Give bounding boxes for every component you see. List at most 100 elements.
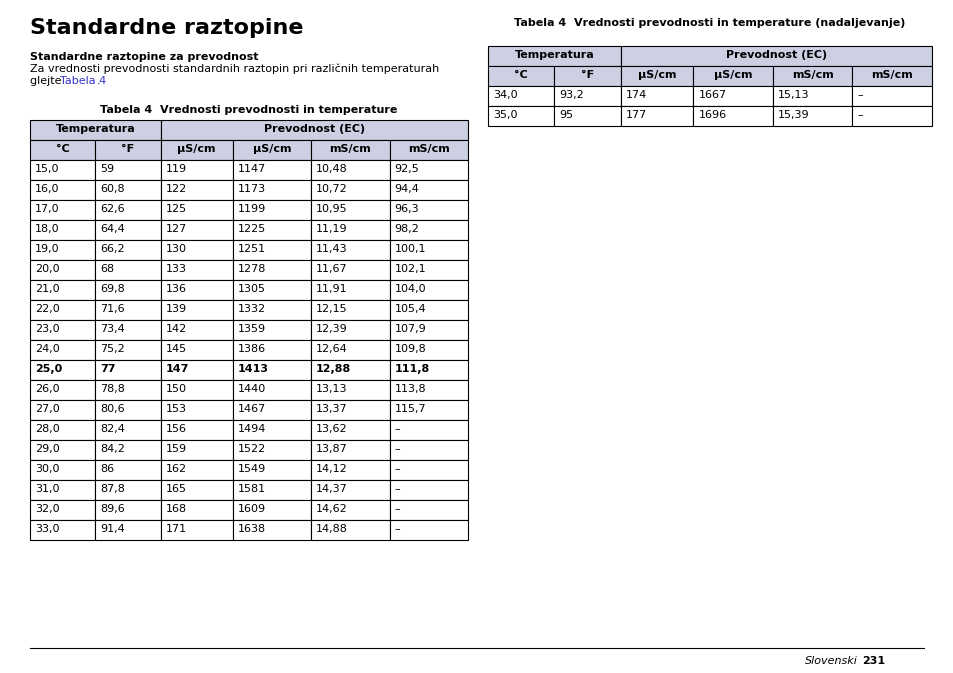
Text: Tabela 4: Tabela 4 (60, 76, 106, 86)
Text: 87,8: 87,8 (100, 484, 125, 494)
Bar (30, 360, 95, 380)
Text: 171: 171 (166, 524, 187, 534)
Text: 1549: 1549 (237, 464, 266, 474)
Bar (311, 420, 389, 440)
Text: 59: 59 (100, 164, 114, 174)
Text: 1359: 1359 (237, 324, 266, 334)
Bar (160, 380, 233, 400)
Text: 231: 231 (862, 656, 884, 666)
Text: 115,7: 115,7 (395, 404, 426, 414)
Bar (389, 180, 468, 200)
Bar (30, 400, 95, 420)
Text: Prevodnost (EC): Prevodnost (EC) (725, 50, 826, 60)
Bar (389, 520, 468, 540)
Text: mS/cm: mS/cm (791, 70, 833, 80)
Bar (772, 86, 852, 106)
Bar (488, 86, 554, 106)
Bar (311, 140, 389, 160)
Text: 1332: 1332 (237, 304, 266, 314)
Text: 94,4: 94,4 (395, 184, 419, 194)
Text: Prevodnost (EC): Prevodnost (EC) (264, 124, 365, 134)
Bar (233, 520, 311, 540)
Bar (488, 46, 619, 66)
Bar (233, 260, 311, 280)
Bar (311, 380, 389, 400)
Text: 1199: 1199 (237, 204, 266, 214)
Text: 145: 145 (166, 344, 187, 354)
Text: 1413: 1413 (237, 364, 269, 374)
Bar (311, 460, 389, 480)
Text: 92,5: 92,5 (395, 164, 419, 174)
Bar (772, 66, 852, 86)
Bar (233, 300, 311, 320)
Text: Tabela 4  Vrednosti prevodnosti in temperature: Tabela 4 Vrednosti prevodnosti in temper… (100, 105, 397, 115)
Text: 1696: 1696 (698, 110, 726, 120)
Bar (389, 220, 468, 240)
Text: 1467: 1467 (237, 404, 266, 414)
Text: 80,6: 80,6 (100, 404, 125, 414)
Bar (488, 66, 554, 86)
Bar (554, 86, 619, 106)
Text: °C: °C (56, 144, 70, 154)
Bar (311, 360, 389, 380)
Bar (772, 106, 852, 126)
Bar (30, 240, 95, 260)
Bar (95, 140, 160, 160)
Bar (233, 360, 311, 380)
Bar (160, 240, 233, 260)
Text: 14,88: 14,88 (315, 524, 348, 534)
Bar (30, 500, 95, 520)
Bar (619, 46, 931, 66)
Bar (233, 460, 311, 480)
Text: 159: 159 (166, 444, 187, 454)
Text: 17,0: 17,0 (35, 204, 59, 214)
Text: 60,8: 60,8 (100, 184, 125, 194)
Bar (233, 420, 311, 440)
Text: 133: 133 (166, 264, 187, 274)
Bar (311, 500, 389, 520)
Text: 13,62: 13,62 (315, 424, 347, 434)
Text: 18,0: 18,0 (35, 224, 59, 234)
Text: 89,6: 89,6 (100, 504, 125, 514)
Bar (160, 120, 468, 140)
Text: 125: 125 (166, 204, 187, 214)
Text: 1147: 1147 (237, 164, 266, 174)
Text: –: – (857, 110, 862, 120)
Text: 153: 153 (166, 404, 187, 414)
Bar (95, 380, 160, 400)
Bar (389, 440, 468, 460)
Text: –: – (395, 504, 399, 514)
Bar (233, 440, 311, 460)
Text: 73,4: 73,4 (100, 324, 125, 334)
Text: 13,87: 13,87 (315, 444, 348, 454)
Bar (95, 220, 160, 240)
Bar (95, 520, 160, 540)
Bar (30, 320, 95, 340)
Text: –: – (395, 524, 399, 534)
Bar (30, 380, 95, 400)
Bar (160, 480, 233, 500)
Bar (160, 280, 233, 300)
Text: °F: °F (121, 144, 134, 154)
Text: 78,8: 78,8 (100, 384, 125, 394)
Bar (160, 160, 233, 180)
Bar (389, 300, 468, 320)
Text: 113,8: 113,8 (395, 384, 426, 394)
Text: 1522: 1522 (237, 444, 266, 454)
Bar (554, 106, 619, 126)
Bar (30, 480, 95, 500)
Bar (311, 480, 389, 500)
Text: µS/cm: µS/cm (253, 144, 291, 154)
Text: 35,0: 35,0 (493, 110, 517, 120)
Text: 31,0: 31,0 (35, 484, 59, 494)
Bar (160, 460, 233, 480)
Text: 66,2: 66,2 (100, 244, 125, 254)
Text: 136: 136 (166, 284, 187, 294)
Text: 127: 127 (166, 224, 187, 234)
Text: 14,62: 14,62 (315, 504, 348, 514)
Bar (233, 140, 311, 160)
Text: 64,4: 64,4 (100, 224, 125, 234)
Text: 82,4: 82,4 (100, 424, 125, 434)
Text: µS/cm: µS/cm (713, 70, 752, 80)
Bar (95, 360, 160, 380)
